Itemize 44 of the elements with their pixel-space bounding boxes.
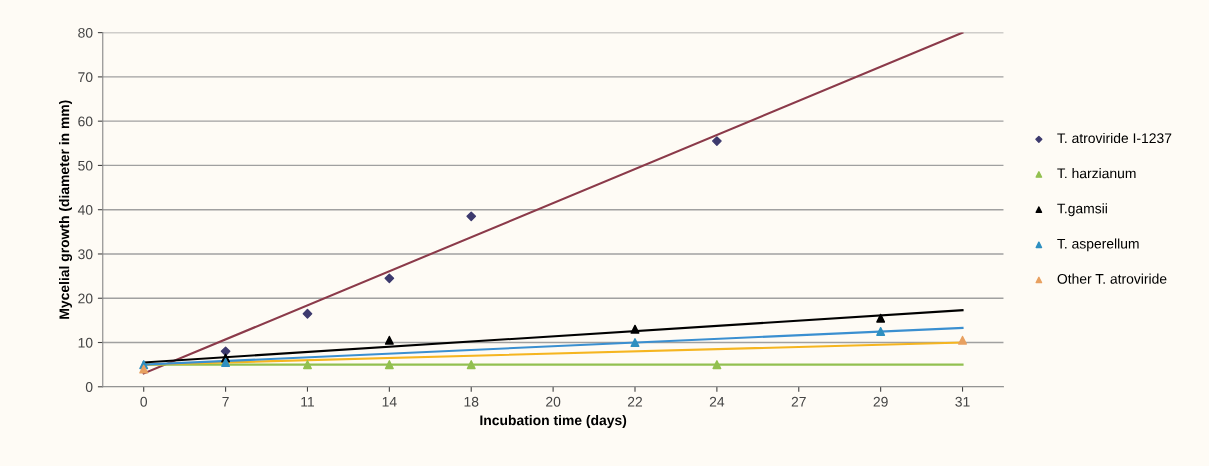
point xyxy=(139,364,149,374)
y-tick-label: 50 xyxy=(78,160,93,171)
y-tick-label: 20 xyxy=(78,293,93,304)
x-axis-title: Incubation time (days) xyxy=(480,415,627,428)
legend-label: T. asperellum xyxy=(1057,238,1139,252)
point xyxy=(630,338,640,348)
x-tick-label: 7 xyxy=(222,397,229,407)
legend-label: T.gamsii xyxy=(1057,203,1107,217)
x-tick-label: 24 xyxy=(709,396,725,407)
x-tick-label: 27 xyxy=(791,396,806,407)
y-tick-label: 80 xyxy=(78,27,93,38)
point xyxy=(876,313,886,323)
point xyxy=(220,346,231,357)
point xyxy=(302,308,313,319)
point xyxy=(221,357,231,367)
point xyxy=(876,326,886,336)
point xyxy=(384,335,394,345)
x-tick-label: 18 xyxy=(464,396,479,407)
x-tick-label: 22 xyxy=(627,396,643,407)
point xyxy=(384,360,394,370)
y-tick-label: 60 xyxy=(78,116,93,127)
point xyxy=(958,335,968,345)
point xyxy=(712,360,722,370)
legend-label: T. atroviride I-1237 xyxy=(1057,132,1172,144)
x-tick-label: 14 xyxy=(382,397,397,407)
point xyxy=(630,324,640,334)
point xyxy=(466,360,476,370)
point xyxy=(302,360,312,370)
x-tick-label: 20 xyxy=(546,396,561,407)
legend-label: T. harzianum xyxy=(1057,168,1136,179)
y-tick-label: 0 xyxy=(85,382,93,392)
point xyxy=(384,273,395,284)
x-tick-label: 11 xyxy=(301,397,315,407)
point xyxy=(466,211,477,222)
x-tick-label: 29 xyxy=(873,396,888,407)
y-tick-label: 10 xyxy=(78,337,93,348)
x-tick-label: 31 xyxy=(955,396,970,407)
x-tick-label: 0 xyxy=(140,396,148,407)
legend-label: Other T. atroviride xyxy=(1057,273,1167,284)
point xyxy=(712,136,722,146)
y-axis-title: Mycelial growth (diameter in mm) xyxy=(59,100,73,319)
y-tick-label: 70 xyxy=(78,72,93,83)
y-tick-label: 30 xyxy=(78,249,93,260)
y-tick-label: 40 xyxy=(77,205,93,215)
